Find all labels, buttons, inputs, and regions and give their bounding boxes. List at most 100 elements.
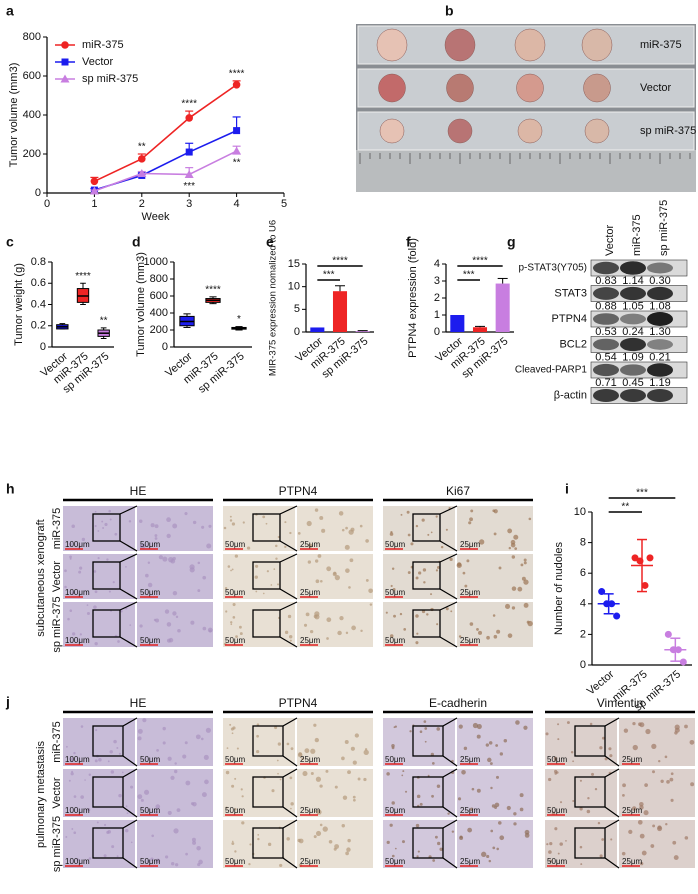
cell: [487, 757, 492, 763]
cell: [126, 812, 129, 815]
cell: [297, 752, 303, 758]
cell: [234, 554, 239, 558]
zoom-line: [122, 768, 138, 778]
cell: [507, 528, 513, 534]
cell: [76, 858, 80, 861]
zoom-box: [252, 827, 284, 859]
cell: [162, 726, 166, 731]
cell: [154, 534, 158, 537]
scale-label: 100μm: [65, 588, 90, 597]
cell: [172, 556, 176, 561]
cell: [270, 584, 273, 586]
scale-label: 25μm: [622, 857, 643, 866]
cell: [80, 725, 84, 728]
cell: [345, 526, 348, 530]
blot-band: [593, 287, 619, 300]
cell: [670, 798, 674, 802]
cell: [173, 828, 179, 834]
marker: [185, 114, 193, 122]
cell: [307, 560, 312, 564]
cell: [418, 571, 422, 575]
zoom-line: [282, 857, 298, 869]
cell: [610, 838, 613, 841]
scale-label: 50μm: [385, 755, 406, 764]
zoom-line: [282, 717, 298, 727]
zoom-box: [92, 776, 124, 808]
cell: [302, 771, 308, 777]
cell: [277, 535, 280, 539]
cell: [504, 603, 511, 609]
panel-letter: g: [507, 234, 516, 250]
y-tick-label: 2: [434, 292, 440, 304]
cell: [352, 795, 356, 799]
zoom-line: [282, 806, 298, 818]
y-tick-label: 200: [150, 324, 168, 336]
cell: [551, 811, 556, 816]
cell: [223, 526, 227, 530]
blot-row-label: BCL2: [559, 338, 587, 350]
zoom-line: [119, 601, 138, 611]
quant-label: 1.14: [622, 275, 643, 287]
marker: [90, 177, 99, 186]
cell: [70, 758, 74, 763]
significance-label: ****: [181, 99, 197, 110]
micrograph-zoom: [619, 718, 695, 766]
bar: [332, 291, 348, 332]
tumor: [583, 73, 611, 103]
cell: [493, 532, 497, 536]
cell: [486, 854, 490, 859]
scale-label: 50μm: [225, 806, 246, 815]
zoom-line: [282, 755, 298, 767]
cell: [69, 544, 72, 548]
cell: [130, 841, 133, 844]
quant-label: 0.54: [595, 351, 616, 363]
cell: [451, 830, 455, 833]
cell: [597, 821, 601, 825]
cell: [515, 720, 520, 725]
marker: [61, 58, 69, 66]
scale-label: 25μm: [300, 588, 321, 597]
cell: [310, 748, 316, 754]
cell: [107, 830, 111, 834]
cell: [669, 777, 674, 782]
scale-label: 50μm: [385, 857, 406, 866]
cell: [155, 858, 161, 863]
cell: [628, 829, 633, 835]
cell: [124, 828, 129, 833]
cell: [236, 747, 239, 750]
cell: [286, 742, 290, 746]
cell: [546, 843, 549, 846]
cell: [511, 555, 516, 559]
cell: [174, 769, 178, 774]
zoom-line: [279, 601, 298, 611]
cell: [652, 770, 655, 774]
cell: [224, 587, 228, 590]
cell: [344, 740, 349, 744]
cell: [73, 831, 77, 835]
cell: [557, 723, 560, 726]
zoom-line: [119, 588, 138, 600]
panel-letter: i: [565, 481, 569, 497]
cell: [111, 845, 115, 849]
cell: [117, 640, 120, 643]
cell: [579, 845, 583, 849]
cell: [351, 625, 356, 631]
cell: [277, 583, 280, 586]
cell: [354, 733, 359, 738]
cell: [256, 750, 260, 754]
cell: [137, 736, 142, 741]
significance-label: *: [237, 314, 241, 325]
cell: [69, 557, 72, 560]
tumor: [514, 28, 546, 62]
cell: [527, 620, 533, 627]
cell: [385, 611, 388, 614]
cell: [279, 863, 283, 868]
cell: [182, 754, 187, 759]
zoom-box: [252, 725, 284, 757]
cell: [246, 546, 251, 550]
zoom-line: [604, 768, 620, 778]
y-axis-label: Tumor volume (mm3): [8, 63, 20, 168]
column-title: PTPN4: [279, 484, 318, 498]
cell: [249, 843, 252, 846]
cell: [190, 620, 195, 625]
